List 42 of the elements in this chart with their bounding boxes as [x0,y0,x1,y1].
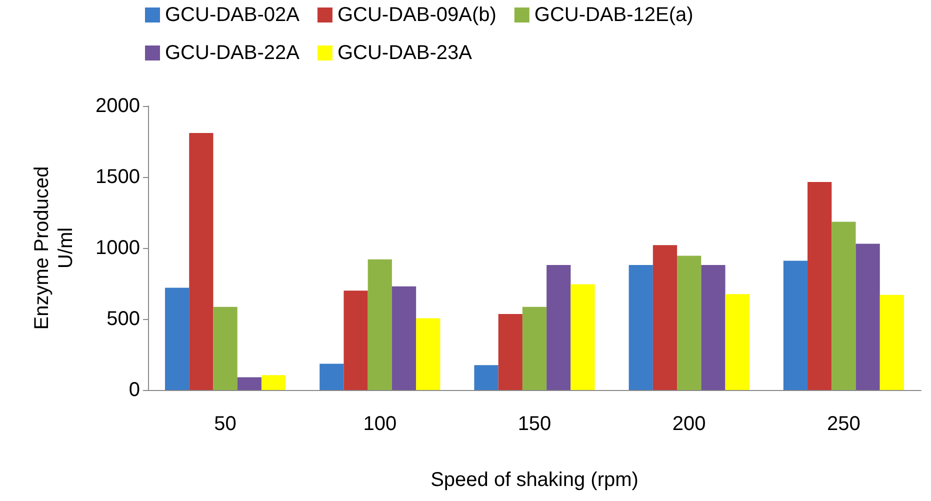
x-axis-title: Speed of shaking (rpm) [430,469,638,491]
x-tick-label: 100 [363,413,397,435]
bar [725,294,750,390]
bar [677,256,702,390]
bar [701,265,726,390]
bar [189,132,214,390]
bar [783,260,808,390]
bar [498,314,522,390]
x-tick-label: 50 [214,413,236,435]
bar [237,377,262,390]
x-tick-label: 250 [827,413,860,435]
bar [368,259,392,390]
y-tick-label: 2000 [96,95,140,117]
legend-label: GCU-DAB-02A [165,4,300,26]
bar [880,294,904,390]
bar [213,306,238,390]
bar [392,286,416,390]
y-axis-title: Enzyme Produced U/ml [31,166,77,330]
bar [856,244,880,390]
y-tick-label: 500 [106,308,140,330]
legend-label: GCU-DAB-12E(a) [534,4,694,26]
legend-label: GCU-DAB-09A(b) [337,4,496,26]
bar [474,365,498,390]
x-tick-label: 150 [518,413,552,435]
bar [522,306,547,390]
bar [570,284,595,390]
bar [628,265,653,390]
bar [344,290,368,390]
bar [165,288,190,390]
bar [416,318,440,390]
bar [261,375,286,390]
bar [546,265,571,390]
bar [832,222,856,390]
y-tick-label: 1000 [96,237,140,259]
x-tick-label: 200 [672,413,706,435]
bar [808,182,832,390]
bar [320,364,344,390]
legend-label: GCU-DAB-23A [337,42,473,64]
y-tick-label: 0 [128,379,140,401]
bar [652,245,678,390]
y-tick-label: 1500 [96,166,140,188]
legend-label: GCU-DAB-22A [165,42,300,64]
